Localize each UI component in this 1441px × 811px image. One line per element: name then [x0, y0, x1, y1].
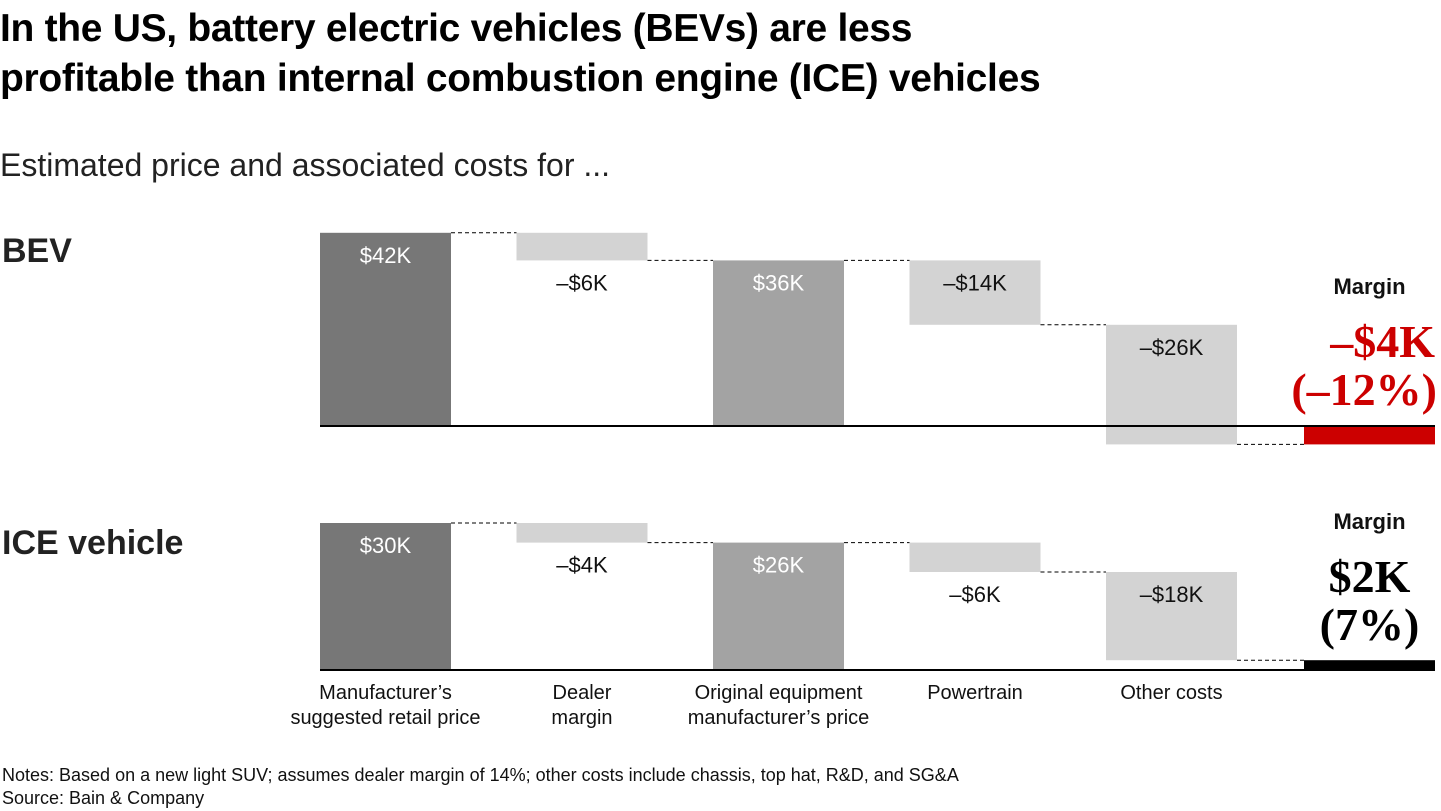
chart-subtitle: Estimated price and associated costs for…: [0, 147, 611, 183]
category-label: Manufacturer’s: [319, 682, 452, 704]
source-text: Source: Bain & Company: [2, 788, 205, 808]
data-label: $30K: [360, 533, 412, 558]
bar-delta: [909, 542, 1041, 572]
bar-total: [320, 523, 451, 670]
category-label: margin: [551, 707, 612, 729]
data-label: $26K: [753, 553, 805, 578]
data-label: –$14K: [943, 270, 1007, 295]
category-label: Other costs: [1120, 682, 1222, 704]
data-label: –$4K: [556, 553, 608, 578]
margin-value: $2K: [1329, 551, 1411, 602]
bar-total: [713, 542, 844, 670]
panel-label: BEV: [2, 232, 72, 270]
data-label: $36K: [753, 270, 805, 295]
bar-total: [320, 232, 451, 426]
data-label: –$6K: [556, 270, 608, 295]
data-label: $42K: [360, 243, 412, 268]
footnotes: Notes: Based on a new light SUV; assumes…: [2, 764, 959, 810]
category-label: suggested retail price: [290, 707, 480, 729]
category-label: Dealer: [553, 682, 612, 704]
notes-text: Notes: Based on a new light SUV; assumes…: [2, 765, 959, 785]
margin-title: Margin: [1333, 509, 1405, 534]
category-label: manufacturer’s price: [688, 707, 870, 729]
title-line-1: In the US, battery electric vehicles (BE…: [0, 7, 913, 50]
bar-result: [1304, 426, 1435, 445]
data-label: –$6K: [949, 582, 1001, 607]
category-label: Original equipment: [695, 682, 863, 704]
bar-total: [713, 260, 844, 426]
data-label: –$18K: [1140, 582, 1204, 607]
data-label: –$26K: [1140, 335, 1204, 360]
chart-title: In the US, battery electric vehicles (BE…: [0, 4, 1041, 104]
category-label: Powertrain: [927, 682, 1023, 704]
bar-delta: [516, 523, 648, 543]
margin-percent: (–12%): [1291, 364, 1437, 415]
title-line-2: profitable than internal combustion engi…: [0, 57, 1041, 100]
margin-percent: (7%): [1320, 599, 1420, 650]
bar-delta: [1106, 324, 1237, 445]
panel-label: ICE vehicle: [2, 524, 183, 562]
bar-delta: [516, 232, 648, 261]
bar-result: [1304, 660, 1435, 670]
margin-title: Margin: [1333, 274, 1405, 299]
bar-delta: [1106, 572, 1237, 661]
margin-value: –$4K: [1329, 316, 1435, 367]
bar-delta: [909, 260, 1041, 325]
